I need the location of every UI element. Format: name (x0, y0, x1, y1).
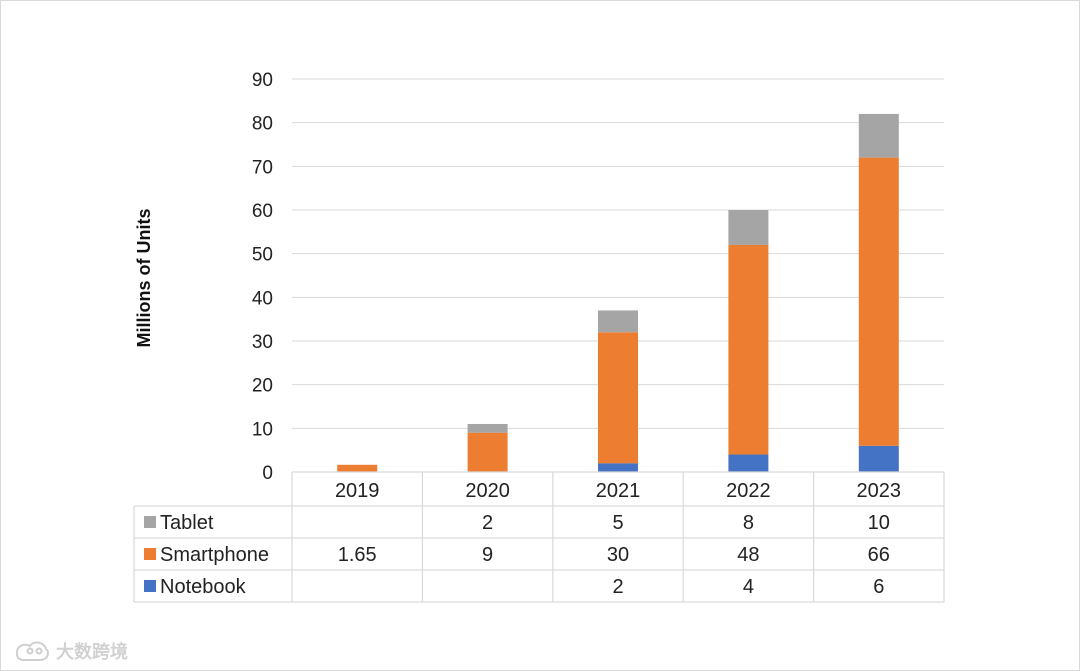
bar-notebook-2021 (598, 463, 638, 472)
legend-label: Notebook (160, 576, 247, 598)
data-label: 9 (482, 544, 493, 566)
legend-key-smartphone (144, 548, 156, 560)
x-tick-label: 2019 (335, 480, 380, 502)
bar-smartphone-2019 (337, 464, 378, 472)
y-tick-label: 0 (262, 463, 273, 484)
data-label: 6 (873, 576, 884, 598)
bar-notebook-2022 (728, 454, 769, 472)
bar-tablet-2022 (728, 210, 769, 245)
y-tick-label: 40 (252, 288, 273, 309)
legend-key-tablet (144, 516, 156, 528)
y-tick-label: 10 (252, 419, 273, 440)
y-tick-label: 70 (252, 157, 273, 178)
x-tick-label: 2023 (857, 480, 902, 502)
data-label: 4 (743, 576, 754, 598)
data-label: 30 (607, 544, 629, 566)
legend-key-notebook (144, 580, 156, 592)
bar-tablet-2021 (598, 310, 638, 333)
data-label: 2 (612, 576, 623, 598)
gridlines (292, 78, 944, 429)
x-tick-label: 2020 (465, 480, 510, 502)
bar-smartphone-2023 (858, 157, 899, 446)
y-tick-label: 30 (252, 332, 273, 353)
data-label: 5 (612, 512, 623, 534)
watermark: 大数跨境 (10, 636, 150, 668)
bar-tablet-2023 (858, 113, 899, 158)
y-axis: 0 10 20 30 40 50 60 70 80 90 (252, 70, 273, 484)
data-label: 66 (868, 544, 890, 566)
watermark-text: 大数跨境 (56, 642, 128, 663)
y-tick-label: 60 (252, 201, 273, 222)
legend-label: Tablet (160, 512, 214, 534)
bar-smartphone-2021 (598, 332, 638, 464)
bar-notebook-2023 (858, 445, 899, 472)
bar-tablet-2020 (467, 423, 508, 433)
bar-series (337, 113, 899, 472)
y-axis-label: Millions of Units (134, 209, 154, 348)
data-table: 2019 2020 2021 2022 2023 Tablet 2 5 8 10 Smartphon… (133, 471, 945, 603)
tiger-logo-icon (16, 641, 49, 661)
data-label: 1.65 (338, 544, 377, 566)
y-tick-label: 90 (252, 70, 273, 91)
y-tick-label: 20 (252, 376, 273, 397)
bar-smartphone-2022 (728, 244, 769, 455)
x-tick-label: 2022 (726, 480, 771, 502)
watermark-svg: 大数跨境 (16, 641, 128, 663)
x-tick-label: 2021 (596, 480, 641, 502)
data-label: 2 (482, 512, 493, 534)
y-tick-label: 50 (252, 245, 273, 266)
bar-smartphone-2020 (467, 432, 508, 472)
data-label: 10 (868, 512, 890, 534)
y-tick-label: 80 (252, 114, 273, 135)
data-label: 48 (737, 544, 759, 566)
legend-label: Smartphone (160, 544, 269, 566)
data-label: 8 (743, 512, 754, 534)
